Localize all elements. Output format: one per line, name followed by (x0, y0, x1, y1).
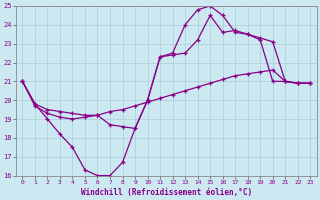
X-axis label: Windchill (Refroidissement éolien,°C): Windchill (Refroidissement éolien,°C) (81, 188, 252, 197)
